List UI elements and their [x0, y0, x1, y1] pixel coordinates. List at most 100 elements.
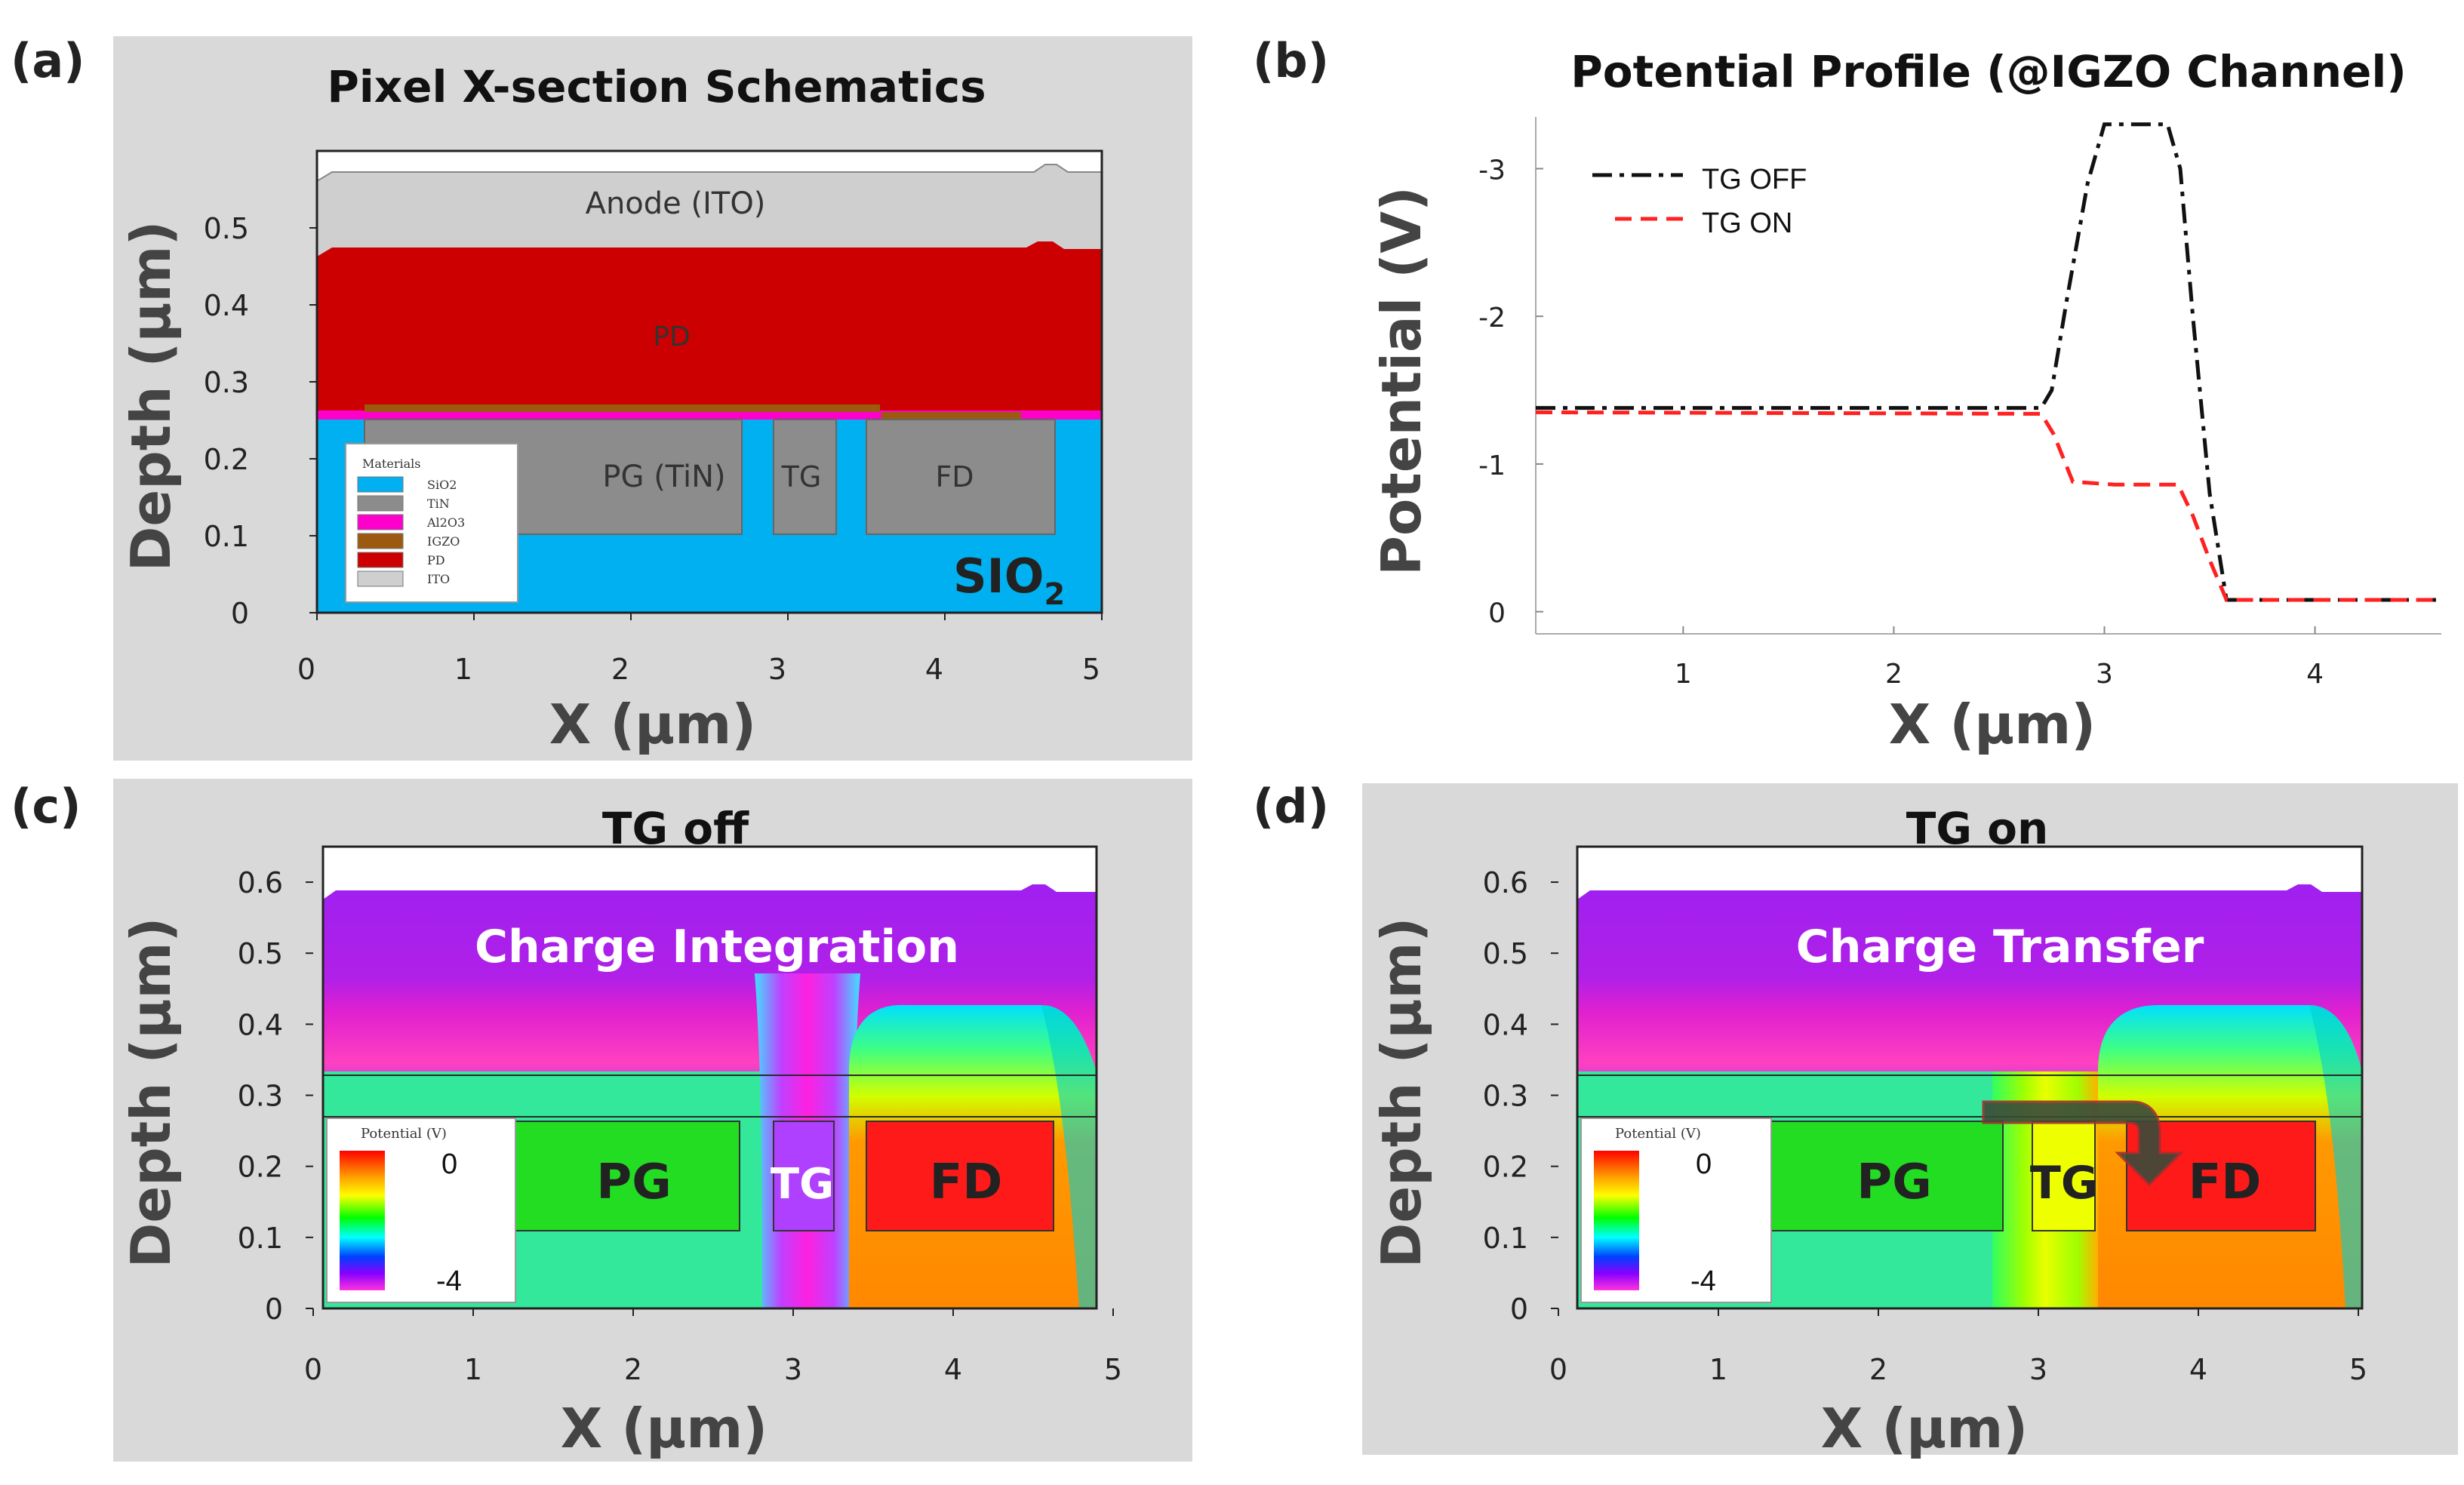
panel-b-legend: TG OFF TG ON: [1592, 164, 1807, 239]
y-tick-label: 0.3: [1483, 1080, 1528, 1113]
panel-b-plot-area: [1536, 117, 2441, 634]
x-tick-label: 1: [454, 653, 472, 686]
panel-c-fd-edge: [1041, 1005, 1097, 1308]
y-tick-label: 0: [1488, 598, 1506, 629]
y-tick-label: 0.3: [204, 366, 249, 399]
series-tg-off-line: [1536, 122, 2441, 602]
panel-a-letter: (a): [11, 33, 85, 88]
y-tick-label: 0: [265, 1293, 283, 1326]
tg-label: TG: [781, 460, 822, 493]
panel-d-tg-label: TG: [2030, 1157, 2098, 1210]
panel-a-ylabel: Depth (µm): [119, 221, 183, 572]
panel-d-letter: (d): [1253, 779, 1329, 834]
material-label: IGZO: [427, 534, 460, 549]
panel-d-x-ticks: 0 1 2 3 4 5: [1549, 1308, 2367, 1386]
y-tick-label: 0.1: [204, 520, 249, 553]
tg-gate: [773, 419, 837, 535]
material-swatch: [357, 533, 404, 549]
panel-c-letter: (c): [11, 779, 81, 834]
x-tick-label: 5: [1082, 653, 1100, 686]
panel-c-colorbar-max: 0: [441, 1148, 457, 1180]
panel-d-tg-gate: [2032, 1121, 2096, 1231]
panel-d-colorbar: Potential (V) 0 -4: [1580, 1118, 1772, 1303]
y-tick-label: 0.4: [204, 289, 249, 322]
panel-c-caption: Charge Integration: [475, 921, 959, 973]
panel-c-fd-gate: [866, 1121, 1054, 1231]
materials-legend: Materials SiO2 TiN Al2O3 IGZO PD ITO: [345, 443, 518, 603]
materials-legend-title: Materials: [362, 457, 420, 471]
panel-d-colorbar-gradient: [1594, 1151, 1639, 1290]
panel-d-y-ticks: 0 0.1 0.2 0.3 0.4 0.5 0.6: [1483, 866, 1558, 1326]
x-tick-label: 4: [925, 653, 943, 686]
sio2-label: SIO2: [953, 549, 1065, 612]
material-swatch: [357, 476, 404, 493]
x-tick-label: 5: [2349, 1353, 2367, 1386]
x-tick-label: 4: [2189, 1353, 2207, 1386]
y-tick-label: 0.6: [238, 866, 283, 899]
anode-label: Anode (ITO): [586, 186, 766, 221]
pd-region: [317, 241, 1102, 417]
charge-transfer-arrow: [1982, 1100, 2184, 1187]
x-tick-label: 2: [624, 1353, 642, 1386]
panel-c-colorbar-title: Potential (V): [361, 1126, 447, 1142]
panel-c-colorbar: Potential (V) 0 -4: [326, 1118, 516, 1303]
panel-d-ylabel: Depth (µm): [1370, 918, 1433, 1268]
x-tick-label: 0: [297, 653, 315, 686]
panel-b-series: [1535, 122, 2441, 602]
y-tick-label: 0.1: [238, 1222, 283, 1255]
panel-c-colorbar-min: -4: [436, 1265, 462, 1297]
fd-label: FD: [935, 460, 974, 493]
x-tick-label: 2: [1869, 1353, 1887, 1386]
x-tick-label: 3: [2029, 1353, 2047, 1386]
panel-a-x-ticks: 0 1 2 3 4 5: [297, 613, 1103, 686]
y-tick-label: 0.5: [1483, 937, 1528, 970]
panel-b-title: Potential Profile (@IGZO Channel): [1570, 46, 2406, 97]
pd-label: PD: [653, 321, 690, 352]
panel-d-colorbar-max: 0: [1696, 1148, 1712, 1180]
panel-c-fd-label: FD: [930, 1154, 1003, 1210]
panel-c-tg-label: TG: [771, 1160, 834, 1209]
x-tick-label: 5: [1104, 1353, 1122, 1386]
y-tick-label: 0: [231, 597, 249, 630]
legend-label-tg-on: TG ON: [1702, 208, 1792, 239]
y-tick-label: 0.2: [238, 1151, 283, 1184]
material-label: TiN: [427, 497, 450, 511]
material-swatch: [357, 495, 404, 512]
panel-d-colorbar-min: -4: [1690, 1265, 1716, 1297]
y-tick-label: -1: [1478, 450, 1506, 481]
x-tick-label: 0: [1549, 1353, 1567, 1386]
y-tick-label: 0.2: [1483, 1151, 1528, 1184]
y-tick-label: 0.4: [1483, 1008, 1528, 1041]
material-swatch: [357, 552, 404, 568]
material-swatch: [357, 570, 404, 587]
fd-gate: [866, 419, 1056, 535]
panel-a: (a) Pixel X-section Schematics Anode (IT…: [11, 33, 1192, 761]
panel-d-caption: Charge Transfer: [1796, 921, 2204, 973]
panel-d-fd-label: FD: [2189, 1154, 2262, 1210]
panel-d-pg-label: PG: [1856, 1154, 1931, 1210]
y-tick-label: 0.5: [238, 937, 283, 970]
panel-c-x-ticks: 0 1 2 3 4 5: [304, 1308, 1122, 1386]
y-tick-label: 0.3: [238, 1080, 283, 1113]
series-tg-on-line: [1535, 410, 2441, 602]
legend-label-tg-off: TG OFF: [1702, 164, 1807, 195]
panel-a-xlabel: X (µm): [549, 693, 756, 756]
panel-c-colorbar-gradient: [340, 1151, 385, 1290]
panel-c-plot-frame: [321, 845, 1098, 1310]
panel-d-plot-frame: [1576, 845, 2364, 1310]
panel-b-xlabel: X (µm): [1889, 693, 2096, 756]
panel-d-colorbar-title: Potential (V): [1615, 1126, 1701, 1142]
y-tick-label: 0.2: [204, 443, 249, 476]
panel-a-y-ticks: 0 0.1 0.2 0.3 0.4 0.5: [204, 212, 317, 630]
panel-b-y-ticks: -3 -2 -1 0: [1478, 155, 1543, 629]
x-tick-label: 2: [1885, 659, 1903, 690]
panel-c-y-ticks: 0 0.1 0.2 0.3 0.4 0.5 0.6: [238, 866, 313, 1326]
x-tick-label: 1: [1675, 659, 1692, 690]
y-tick-label: 0.4: [238, 1008, 283, 1041]
x-tick-label: 0: [304, 1353, 322, 1386]
y-tick-label: 0.6: [1483, 866, 1528, 899]
panel-d-xlabel: X (µm): [1821, 1397, 2028, 1460]
panel-c-tg-gate: [773, 1121, 835, 1231]
y-tick-label: 0.1: [1483, 1222, 1528, 1255]
